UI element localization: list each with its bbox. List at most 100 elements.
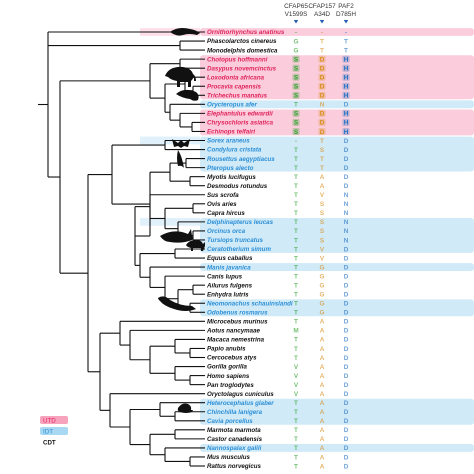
species-label: Cercocebus atys [207, 355, 257, 362]
residue-highlight [318, 73, 326, 81]
residue-cell: H [344, 93, 349, 100]
group-legend: UTD IDT CDT [40, 416, 68, 447]
residue-highlight [292, 55, 300, 63]
residue-cell: D [344, 102, 349, 109]
residue-cell: D [344, 391, 349, 398]
chevron-down-icon [343, 20, 349, 24]
residue-cell: N [344, 201, 349, 208]
residue-cell: N [344, 237, 349, 244]
residue-highlight [318, 55, 326, 63]
highlight-band-utd [200, 109, 474, 136]
species-label: Heterocephalus glaber [207, 400, 274, 407]
residue-cell: D [344, 183, 349, 190]
residue-cell: A [320, 400, 325, 407]
residue-cell: A [320, 183, 325, 190]
species-label: Ornithorhynchus anatinus [207, 29, 285, 36]
residue-cell: G [294, 38, 299, 45]
residue-cell: T [294, 400, 298, 407]
residue-cell: S [294, 129, 299, 136]
residue-cell: S [320, 147, 325, 154]
residue-cell: S [320, 219, 325, 226]
residue-highlight [318, 127, 326, 135]
species-label: Mus musculus [207, 454, 251, 461]
residue-cell: T [294, 337, 298, 344]
residue-cell: M [293, 328, 298, 335]
residue-cell: T [320, 165, 324, 172]
species-label: Monodelphis domestica [207, 47, 278, 54]
residue-cell: T [320, 47, 324, 54]
highlight-band-utd [200, 28, 474, 36]
residue-cell: V [294, 373, 299, 380]
residue-cell: D [320, 56, 325, 63]
column-gene-label: CFAP65 [284, 3, 308, 10]
residue-highlight [342, 127, 350, 135]
residue-cell: H [344, 120, 349, 127]
residue-cell: T [294, 219, 298, 226]
residue-cell: T [294, 102, 298, 109]
species-label: Macaca nemestrina [207, 337, 265, 344]
residue-cell: D [344, 373, 349, 380]
orca-icon [160, 229, 193, 243]
residue-cell: D [344, 436, 349, 443]
species-label: Ailurus fulgens [206, 282, 253, 289]
residue-cell: S [294, 84, 299, 91]
residue-cell: T [294, 210, 298, 217]
rodent-icon [177, 403, 193, 413]
column-gene-label: CFAP157 [308, 3, 336, 10]
species-label: Trichechus manatus [207, 92, 268, 99]
residue-cell: D [344, 292, 349, 299]
legend-swatch [40, 416, 68, 424]
column-gene-label: PAF2 [338, 3, 354, 10]
chevron-down-icon [319, 20, 325, 24]
species-label: Echinops telfairi [207, 129, 255, 136]
residue-cell: D [320, 93, 325, 100]
residue-cell: D [344, 138, 349, 145]
rhino-icon [186, 239, 205, 251]
residue-cell: V [294, 364, 299, 371]
animal-silhouettes [158, 28, 205, 413]
residue-cell: A [320, 373, 325, 380]
species-label: Tursiops truncatus [207, 237, 263, 244]
residue-cell: D [320, 129, 325, 136]
residue-cell: D [344, 328, 349, 335]
residue-cell: S [320, 210, 325, 217]
residue-cell: D [344, 255, 349, 262]
residue-cell: D [344, 454, 349, 461]
residue-cell: V [294, 382, 299, 389]
residue-cell: A [320, 463, 325, 470]
residue-cell: T [294, 427, 298, 434]
residue-cell: A [320, 328, 325, 335]
residue-cell: D [344, 147, 349, 154]
manatee-icon [176, 89, 199, 101]
species-label: Procavia capensis [207, 83, 262, 90]
species-labels: Ornithorhynchus anatinus Phascolarctos ci… [206, 29, 293, 470]
residue-cell: D [344, 382, 349, 389]
legend-label: UTD [43, 418, 56, 425]
residue-cell: G [294, 47, 299, 54]
residue-cell: S [294, 93, 299, 100]
residue-cell: A [320, 364, 325, 371]
residue-cell: S [320, 201, 325, 208]
residue-cell: D [344, 346, 349, 353]
phylogenetic-tree [38, 31, 205, 467]
residue-cell: A [320, 174, 325, 181]
residue-cell: V [294, 391, 299, 398]
residue-highlight [342, 109, 350, 117]
species-label: Castor canadensis [207, 436, 263, 443]
residue-cell: T [294, 147, 298, 154]
residue-cell: T [294, 165, 298, 172]
residue-cell: A [320, 346, 325, 353]
residue-cell: D [320, 111, 325, 118]
residue-cell: G [320, 310, 325, 317]
species-label: Homo sapiens [207, 373, 250, 380]
residue-cell: H [344, 129, 349, 136]
residue-cell: S [294, 120, 299, 127]
residue-cell: T [320, 156, 324, 163]
residue-cell: H [344, 75, 349, 82]
highlight-band-idt [200, 217, 474, 253]
residue-cell: N [344, 210, 349, 217]
species-label: Capra hircus [207, 210, 245, 217]
residue-highlight [318, 64, 326, 72]
residue-cell: D [344, 246, 349, 253]
